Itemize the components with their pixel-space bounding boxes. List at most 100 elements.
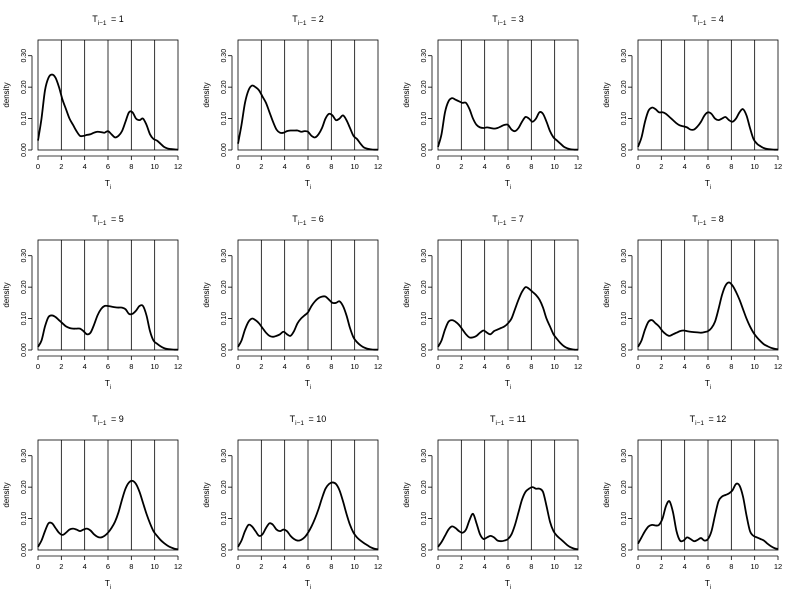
x-tick-label: 12 — [574, 362, 582, 371]
x-label-subscript: i — [310, 185, 311, 191]
x-tick-label: 0 — [636, 562, 640, 571]
x-axis-label: Ti — [105, 578, 112, 591]
x-axis-label: Ti — [705, 578, 712, 591]
x-tick-label: 4 — [483, 562, 487, 571]
x-tick-label: 12 — [774, 562, 782, 571]
y-tick-label: 0.00 — [421, 543, 428, 557]
density-curve — [437, 97, 579, 151]
title-value: = 12 — [706, 414, 726, 424]
x-label-symbol: T — [705, 378, 710, 388]
x-tick-label: 8 — [129, 362, 133, 371]
x-tick-label: 10 — [550, 362, 558, 371]
title-subscript: i−1 — [698, 20, 707, 27]
title-value: = 2 — [309, 14, 324, 24]
y-tick-label: 0.20 — [421, 80, 428, 94]
y-axis-label: density — [402, 482, 411, 507]
y-tick-label: 0.30 — [21, 449, 28, 463]
x-label-symbol: T — [705, 178, 710, 188]
x-tick-label: 6 — [106, 362, 110, 371]
y-tick-label: 0.20 — [621, 480, 628, 494]
density-curve — [437, 286, 579, 351]
title-symbol: T — [292, 214, 298, 224]
title-symbol: T — [92, 14, 98, 24]
x-tick-label: 2 — [659, 162, 663, 171]
y-tick-label: 0.20 — [21, 80, 28, 94]
panel-title: Ti−1 = 10 — [290, 414, 327, 427]
x-label-subscript: i — [510, 385, 511, 391]
x-label-subscript: i — [510, 185, 511, 191]
y-tick-label: 0.00 — [621, 543, 628, 557]
x-tick-label: 6 — [306, 562, 310, 571]
x-axis-label: Ti — [305, 578, 312, 591]
y-axis-label: density — [2, 82, 11, 107]
x-label-symbol: T — [305, 578, 310, 588]
x-tick-label: 6 — [506, 562, 510, 571]
panel-title: Ti−1 = 6 — [292, 214, 324, 227]
y-tick-label: 0.00 — [21, 143, 28, 157]
title-symbol: T — [92, 414, 98, 424]
y-tick-label: 0.20 — [21, 480, 28, 494]
x-tick-label: 8 — [329, 162, 333, 171]
y-tick-label: 0.00 — [21, 343, 28, 357]
y-axis-label: density — [2, 482, 11, 507]
y-tick-label: 0.10 — [21, 112, 28, 126]
title-subscript: i−1 — [698, 220, 707, 227]
x-tick-label: 0 — [236, 562, 240, 571]
x-tick-label: 0 — [436, 162, 440, 171]
x-tick-label: 10 — [750, 362, 758, 371]
y-axis-label: density — [202, 482, 211, 507]
panel-title: Ti−1 = 2 — [292, 14, 324, 27]
x-tick-label: 12 — [174, 562, 182, 571]
y-axis-label: density — [602, 282, 611, 307]
y-tick-label: 0.30 — [21, 49, 28, 63]
y-tick-label: 0.30 — [621, 49, 628, 63]
x-label-subscript: i — [110, 185, 111, 191]
density-panel-11: Ti−1 = 11 0 2 4 6 8 10 12 0.00 0.10 0.20 0.30 Ti dens… — [402, 414, 582, 591]
title-value: = 5 — [109, 214, 124, 224]
title-symbol: T — [492, 214, 498, 224]
y-tick-label: 0.30 — [221, 449, 228, 463]
density-panel-8: Ti−1 = 8 0 2 4 6 8 10 12 0.00 0.10 0.20 0.30 Ti densi… — [602, 214, 782, 391]
x-tick-label: 0 — [236, 162, 240, 171]
y-tick-label: 0.10 — [621, 112, 628, 126]
y-tick-label: 0.20 — [221, 280, 228, 294]
x-tick-label: 10 — [350, 162, 358, 171]
x-axis-label: Ti — [505, 378, 512, 391]
x-tick-label: 10 — [150, 162, 158, 171]
y-tick-label: 0.00 — [221, 343, 228, 357]
density-curve — [37, 304, 179, 351]
x-tick-label: 8 — [529, 562, 533, 571]
x-tick-label: 8 — [729, 362, 733, 371]
x-label-symbol: T — [505, 178, 510, 188]
y-tick-label: 0.00 — [221, 143, 228, 157]
x-tick-label: 10 — [150, 362, 158, 371]
panel-title: Ti−1 = 3 — [492, 14, 524, 27]
density-curve — [437, 486, 579, 551]
x-tick-label: 6 — [506, 362, 510, 371]
y-axis-label: density — [202, 82, 211, 107]
x-tick-label: 8 — [129, 162, 133, 171]
density-panel-10: Ti−1 = 10 0 2 4 6 8 10 12 0.00 0.10 0.20 0.30 Ti dens… — [202, 414, 382, 591]
y-axis-label: density — [602, 82, 611, 107]
x-tick-label: 12 — [174, 362, 182, 371]
x-axis-label: Ti — [305, 378, 312, 391]
panel-title: Ti−1 = 5 — [92, 214, 124, 227]
x-tick-label: 2 — [59, 562, 63, 571]
y-tick-label: 0.30 — [421, 249, 428, 263]
y-tick-label: 0.20 — [621, 80, 628, 94]
panel-title: Ti−1 = 8 — [692, 214, 724, 227]
y-tick-label: 0.30 — [621, 449, 628, 463]
x-tick-label: 12 — [574, 562, 582, 571]
y-tick-label: 0.10 — [421, 112, 428, 126]
x-tick-label: 10 — [350, 362, 358, 371]
title-subscript: i−1 — [295, 420, 304, 427]
density-panel-2: Ti−1 = 2 0 2 4 6 8 10 12 0.00 0.10 0.20 0.30 Ti densi… — [202, 14, 382, 191]
x-tick-label: 4 — [83, 162, 87, 171]
density-panel-9: Ti−1 = 9 0 2 4 6 8 10 12 0.00 0.10 0.20 0.30 Ti densi… — [2, 414, 182, 591]
x-tick-label: 12 — [374, 562, 382, 571]
x-tick-label: 12 — [774, 162, 782, 171]
x-tick-label: 10 — [550, 562, 558, 571]
panel-title: Ti−1 = 12 — [690, 414, 727, 427]
y-axis-label: density — [2, 282, 11, 307]
